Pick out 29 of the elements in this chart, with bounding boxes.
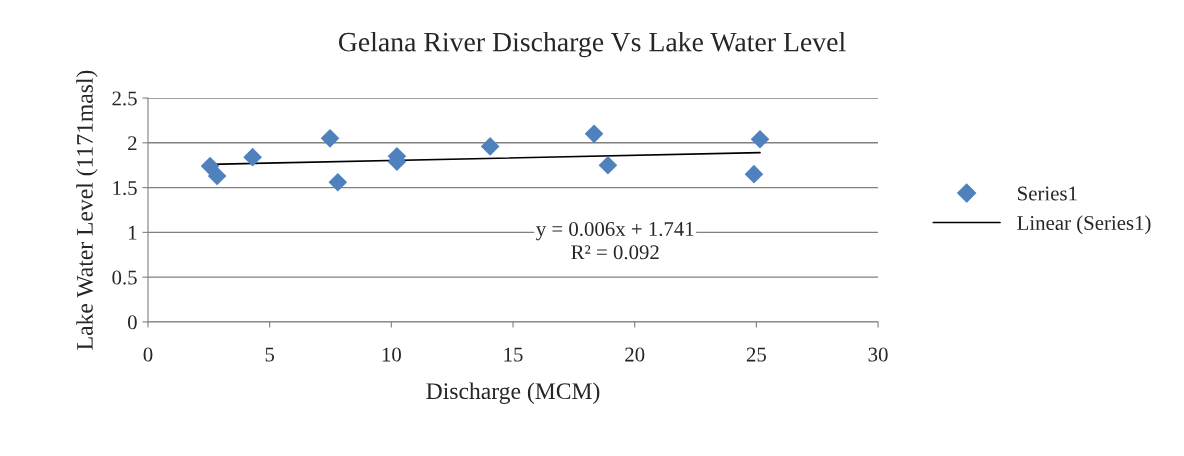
y-axis-title: Lake Water Level (1171masl) (76, 70, 98, 350)
point (750, 129, 770, 149)
x-tick-label: 20 (625, 347, 645, 362)
point (598, 155, 618, 175)
x-axis-title: Discharge (MCM) (426, 382, 600, 404)
x-tick-label: 30 (868, 347, 888, 362)
point (744, 164, 764, 184)
point (200, 156, 220, 176)
y-tick-label: 1.5 (113, 181, 137, 196)
point (207, 166, 227, 186)
annotation: y = 0.006x + 1.741 R² = 0.092 (536, 221, 694, 260)
point (243, 147, 262, 167)
point (584, 124, 604, 144)
x-tick-label: 10 (382, 347, 401, 362)
legend-label: Linear (Series1) (1017, 215, 1151, 235)
x-tick-label: 25 (746, 347, 766, 362)
x-tick-label: 0 (143, 347, 153, 362)
point (480, 137, 500, 156)
legend-label: Series1 (1018, 186, 1077, 201)
point (320, 129, 340, 148)
point (328, 172, 348, 192)
y-tick-label: 0.5 (112, 270, 137, 285)
y-tick-label: 0 (127, 315, 137, 330)
x-tick-label: 15 (504, 347, 523, 362)
y-tick-label: 2 (128, 136, 137, 151)
y-tick-label: 2.5 (112, 91, 137, 106)
chart-title: Gelana River Discharge Vs Lake Water Level (338, 31, 846, 58)
y-tick-label: 1 (129, 225, 137, 240)
x-tick-label: 5 (265, 347, 275, 362)
